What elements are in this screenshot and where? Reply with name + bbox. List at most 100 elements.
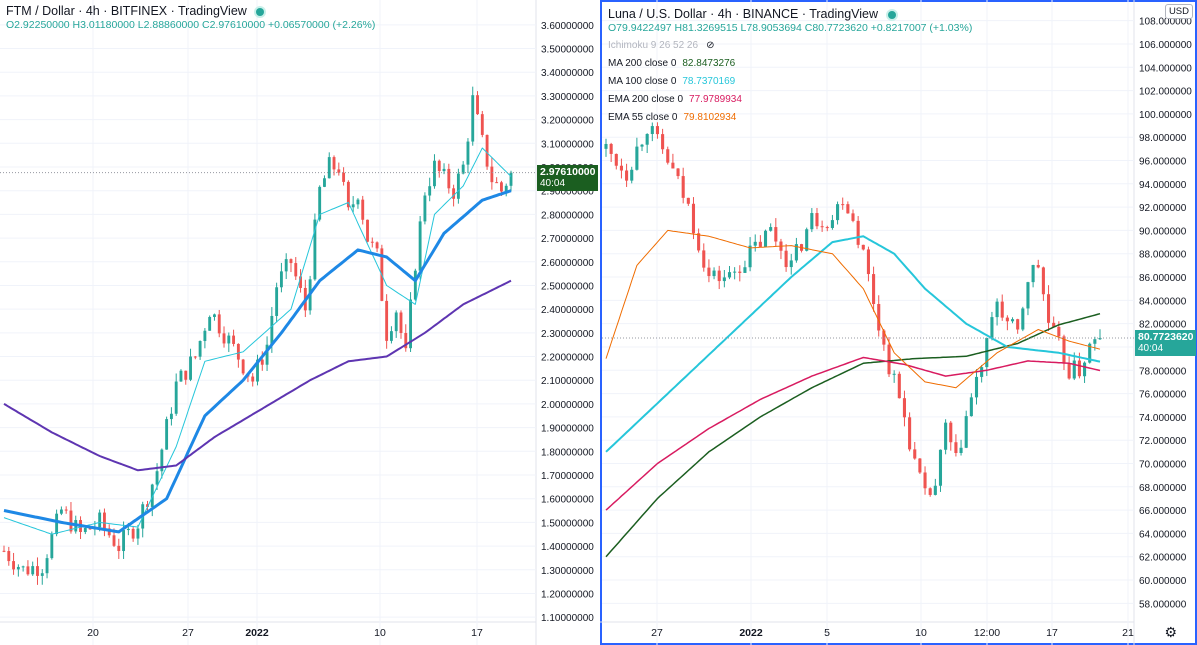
y-tick-label: 88.000000 [1139, 250, 1187, 261]
indicator-line [606, 314, 1100, 557]
ftm-last-price-tag: 2.97610000 40:04 [537, 165, 598, 191]
y-tick-label: 3.40000000 [541, 68, 594, 79]
candle-body [810, 213, 813, 229]
y-tick-label: 2.30000000 [541, 329, 594, 340]
candle-body [65, 510, 68, 511]
candle-body [615, 154, 618, 166]
y-tick-label: 98.000000 [1139, 133, 1187, 144]
candle-body [481, 114, 484, 135]
indicator-row[interactable]: EMA 200 close 0 77.9789934 [608, 93, 972, 107]
ftm-title-text: FTM / Dollar · 4h · BITFINEX · TradingVi… [6, 4, 247, 18]
ftm-last-price: 2.97610000 [540, 166, 595, 178]
candle-body [251, 377, 254, 382]
candle-body [294, 263, 297, 276]
candle-body [1083, 363, 1086, 377]
y-tick-label: 70.000000 [1139, 460, 1187, 471]
y-tick-label: 3.20000000 [541, 116, 594, 127]
y-tick-label: 1.80000000 [541, 447, 594, 458]
candle-body [333, 157, 336, 169]
candle-body [867, 249, 870, 274]
candle-body [1068, 364, 1071, 379]
indicator-row[interactable]: MA 100 close 0 78.7370169 [608, 75, 972, 89]
ftm-legend: FTM / Dollar · 4h · BITFINEX · TradingVi… [6, 4, 375, 32]
candle-body [41, 573, 44, 576]
candle-body [510, 173, 513, 186]
y-tick-label: 1.10000000 [541, 613, 594, 624]
candle-body [666, 149, 669, 162]
indicator-row[interactable]: MA 200 close 0 82.8473276 [608, 57, 972, 71]
candle-body [918, 459, 921, 473]
candle-body [769, 227, 772, 231]
candle-body [1057, 327, 1060, 336]
y-tick-label: 94.000000 [1139, 180, 1187, 191]
x-tick-label: 17 [471, 627, 483, 639]
luna-chart-panel[interactable]: 108.000000 106.000000 104.000000 102.000000… [600, 0, 1197, 645]
y-tick-label: 76.000000 [1139, 390, 1187, 401]
candle-body [452, 188, 455, 198]
candle-body [428, 186, 431, 195]
indicator-label: EMA 55 close 0 [608, 112, 677, 123]
currency-selector[interactable]: USD [1165, 4, 1193, 19]
luna-bar-countdown: 40:04 [1138, 343, 1193, 355]
candle-body [785, 251, 788, 267]
y-tick-label: 1.20000000 [541, 589, 594, 600]
candle-body [223, 333, 226, 343]
candle-body [960, 448, 963, 453]
candle-body [361, 200, 364, 220]
candle-body [661, 134, 664, 149]
candle-body [31, 566, 34, 574]
candle-body [759, 242, 762, 247]
candle-body [713, 271, 716, 276]
candle-body [1021, 308, 1024, 329]
y-tick-label: 58.000000 [1139, 599, 1187, 610]
y-tick-label: 3.10000000 [541, 139, 594, 150]
ftm-bar-countdown: 40:04 [540, 178, 595, 190]
indicator-row[interactable]: Ichimoku 9 26 52 26 ⊘ [608, 39, 972, 53]
candle-body [113, 535, 116, 546]
indicator-label: MA 200 close 0 [608, 58, 676, 69]
candle-body [218, 314, 221, 333]
ftm-chart-panel[interactable]: 3.60000000 3.50000000 3.40000000 3.30000000… [0, 0, 600, 645]
candle-body [723, 277, 726, 281]
ftm-chart-canvas[interactable]: 3.60000000 3.50000000 3.40000000 3.30000000… [0, 0, 600, 645]
candle-body [707, 268, 710, 276]
candle-body [774, 227, 777, 241]
candle-body [136, 529, 139, 539]
candle-body [949, 423, 952, 443]
y-tick-label: 96.000000 [1139, 157, 1187, 168]
candle-body [635, 147, 638, 170]
candle-body [175, 382, 178, 414]
y-tick-label: 78.000000 [1139, 366, 1187, 377]
chart-settings-gear-icon[interactable]: ⚙ [1164, 624, 1177, 641]
candle-body [754, 242, 757, 246]
candle-body [323, 178, 326, 187]
candle-body [237, 344, 240, 360]
indicator-row[interactable]: EMA 55 close 0 79.8102934 [608, 111, 972, 125]
candle-body [923, 472, 926, 488]
candle-body [132, 529, 135, 539]
candle-body [841, 204, 844, 205]
luna-legend: Luna / U.S. Dollar · 4h · BINANCE · Trad… [608, 7, 972, 125]
indicator-value: 82.8473276 [682, 58, 735, 69]
candle-body [328, 157, 331, 178]
candle-body [682, 176, 685, 198]
candle-body [764, 231, 767, 247]
candle-body [500, 182, 503, 191]
candle-body [165, 419, 168, 450]
hidden-eye-icon[interactable]: ⊘ [706, 39, 714, 53]
candle-body [697, 233, 700, 250]
candle-body [170, 414, 173, 419]
y-tick-label: 104.000000 [1139, 63, 1192, 74]
candle-body [7, 551, 10, 561]
candle-body [604, 144, 607, 149]
luna-title-text: Luna / U.S. Dollar · 4h · BINANCE · Trad… [608, 7, 878, 21]
candle-body [1093, 339, 1096, 344]
candle-body [1042, 267, 1045, 294]
y-tick-label: 1.90000000 [541, 424, 594, 435]
candle-body [184, 371, 187, 380]
candle-body [84, 528, 87, 532]
candle-body [414, 271, 417, 300]
candle-body [908, 417, 911, 449]
candle-body [438, 161, 441, 171]
y-tick-label: 100.000000 [1139, 110, 1192, 121]
